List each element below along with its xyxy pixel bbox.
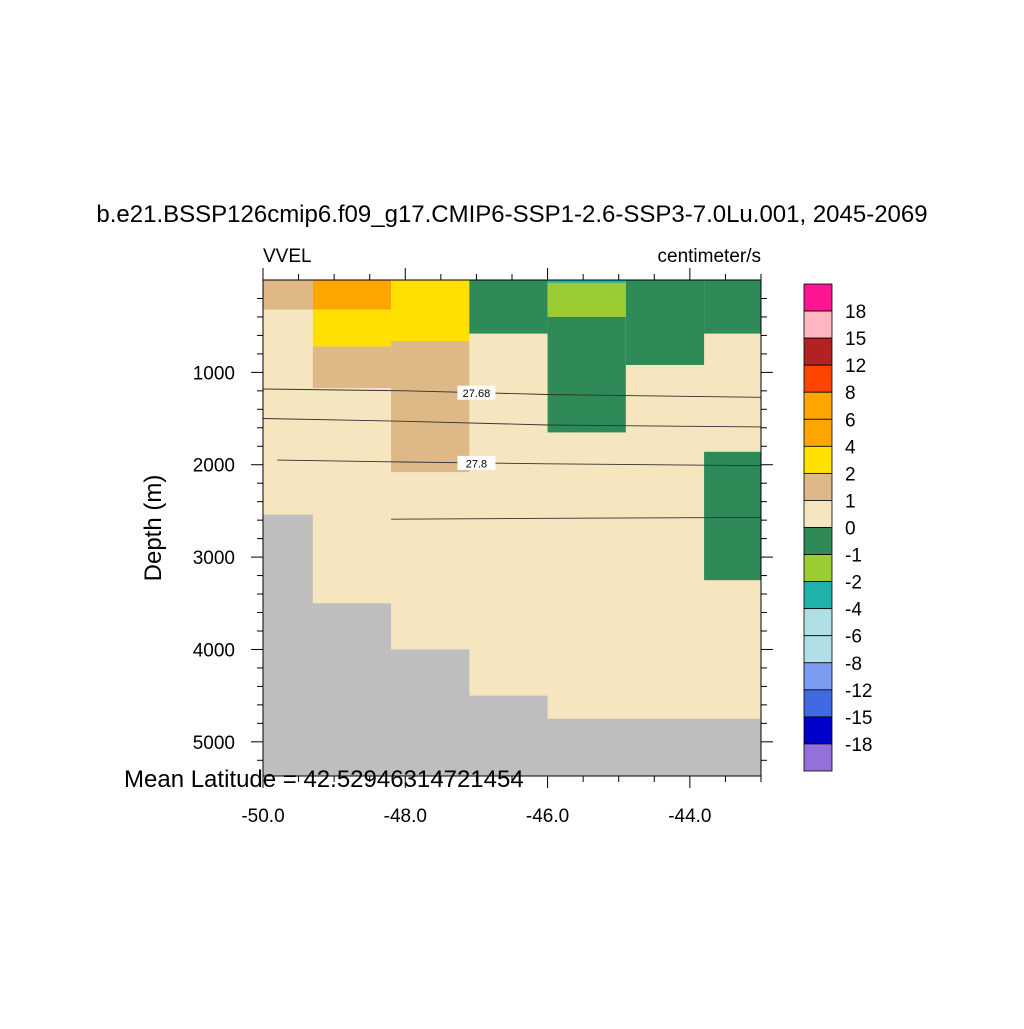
colorbar-swatch-11 [803,581,833,610]
x-tick-label-3: -44.0 [668,806,711,827]
x-tick-label-2: -46.0 [526,806,569,827]
colorbar-swatch-5 [803,418,833,447]
data-cell-3 [391,280,470,341]
colorbar-label-3: 8 [845,383,856,404]
data-cell-7 [547,280,626,317]
colorbar-label-12: -6 [845,627,862,648]
colorbar-label-8: 0 [845,519,856,540]
colorbar: 18 15 12 8 6 4 2 1 0 -1 -2 -4 -6 -8 -12 -15 -18 [803,283,872,772]
data-cell-1 [312,280,392,310]
contour-label-box-0 [457,385,496,400]
data-cell-2 [312,309,392,347]
plot-area [263,280,761,776]
x-tick-label-0: -50.0 [241,806,284,827]
units-label: centimeter/s [658,246,761,267]
colorbar-label-11: -4 [845,600,862,621]
contour-lines: 27.68 27.8 [262,385,762,520]
chart-title: b.e21.BSSP126cmip6.f09_g17.CMIP6-SSP1-2.… [96,201,927,228]
contour-line-1 [262,418,762,428]
colorbar-swatch-12 [803,608,833,637]
colorbar-swatch-2 [803,337,833,366]
data-cell-12 [547,280,626,283]
colorbar-swatch-1 [803,310,833,339]
contour-line-3 [391,516,762,520]
mean-latitude-text: Mean Latitude = 42.52946314721454 [124,766,524,793]
data-cell-11 [704,451,761,581]
land-mask-4 [547,718,761,776]
contour-label-box-2 [457,455,496,470]
colorbar-swatch-9 [803,527,833,555]
contour-label-0: 27.68 [463,388,491,400]
x-tick-label-1: -48.0 [384,806,427,827]
colorbar-swatch-16 [803,716,833,745]
land-mask-3 [469,695,548,776]
colorbar-label-7: 1 [845,491,856,512]
colorbar-swatch-15 [803,689,833,718]
colorbar-swatch-6 [803,445,833,474]
colorbar-label-14: -12 [845,681,872,702]
colorbar-swatch-10 [803,554,833,583]
y-axis-label: Depth (m) [140,475,167,582]
colorbar-swatch-7 [803,472,833,501]
data-cell-9 [625,280,705,365]
colorbar-label-16: -18 [845,735,872,756]
colorbar-label-2: 12 [845,356,866,377]
colorbar-swatch-0 [803,283,833,312]
colorbar-label-0: 18 [845,302,866,323]
axes: -50.0 -48.0 -46.0 -44.0 1000 2000 3000 4000 5000 [193,268,773,827]
land-mask-2 [391,649,470,776]
land-mask-1 [312,603,392,776]
colorbar-swatch-3 [803,364,833,393]
y-tick-label-1: 2000 [193,456,235,477]
colorbar-label-6: 2 [845,464,856,485]
data-cell-4 [312,346,392,389]
data-cell-5 [391,340,470,473]
land-mask-0 [263,514,313,776]
colorbar-swatch-13 [803,635,833,664]
colorbar-swatch-8 [803,500,833,528]
colorbar-label-13: -8 [845,654,862,675]
colorbar-label-4: 6 [845,410,856,431]
data-cell-10 [704,280,761,334]
colorbar-swatch-17 [803,743,833,772]
colorbar-label-5: 4 [845,437,856,458]
colorbar-label-1: 15 [845,329,866,350]
y-tick-label-3: 4000 [193,640,235,661]
contour-label-2: 27.8 [466,458,487,470]
data-cell-6 [469,280,548,334]
colorbar-swatch-4 [803,391,833,420]
y-tick-label-0: 1000 [193,363,235,384]
data-cell-0 [263,280,313,310]
colorbar-swatch-14 [803,662,833,691]
y-tick-label-4: 5000 [193,733,235,754]
y-tick-label-2: 3000 [193,548,235,569]
data-cell-8 [547,316,626,433]
colorbar-label-15: -15 [845,708,872,729]
colorbar-label-9: -1 [845,546,862,567]
variable-label: VVEL [263,246,312,267]
colorbar-label-10: -2 [845,573,862,594]
